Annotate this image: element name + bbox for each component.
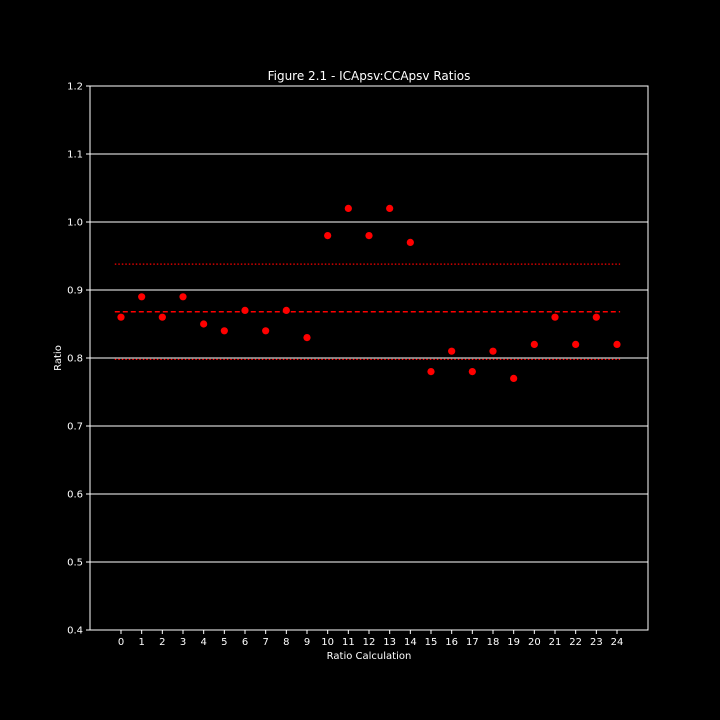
y-tick-label: 0.7 bbox=[67, 422, 83, 433]
x-tick-label: 8 bbox=[283, 637, 289, 648]
x-tick-label: 17 bbox=[466, 637, 479, 648]
chart-title: Figure 2.1 - ICApsv:CCApsv Ratios bbox=[268, 69, 471, 83]
data-point bbox=[220, 327, 228, 335]
data-point bbox=[179, 293, 187, 301]
data-point bbox=[200, 320, 208, 328]
data-point bbox=[303, 334, 311, 342]
x-tick-label: 19 bbox=[507, 637, 520, 648]
data-point bbox=[241, 306, 249, 314]
data-point bbox=[489, 347, 497, 355]
x-tick-label: 16 bbox=[445, 637, 458, 648]
x-tick-label: 6 bbox=[242, 637, 248, 648]
y-tick-label: 0.8 bbox=[67, 354, 83, 365]
y-tick-label: 1.0 bbox=[67, 218, 83, 229]
data-point bbox=[572, 340, 580, 348]
x-tick-label: 3 bbox=[180, 637, 186, 648]
y-tick-label: 0.4 bbox=[67, 626, 83, 637]
data-point bbox=[551, 313, 559, 321]
x-tick-label: 15 bbox=[425, 637, 438, 648]
data-point bbox=[282, 306, 290, 314]
x-tick-label: 10 bbox=[321, 637, 334, 648]
data-point bbox=[138, 293, 146, 301]
x-tick-label: 5 bbox=[221, 637, 227, 648]
data-point bbox=[324, 232, 332, 240]
reference-lines bbox=[114, 263, 621, 360]
data-point bbox=[448, 347, 456, 355]
y-axis-ticks: 0.4 0.5 0.6 0.7 0.8 0.9 1.0 1.1 1.2 bbox=[67, 82, 90, 637]
x-tick-label: 21 bbox=[549, 637, 562, 648]
x-tick-label: 24 bbox=[611, 637, 624, 648]
data-point bbox=[158, 313, 166, 321]
y-tick-label: 0.5 bbox=[67, 558, 83, 569]
x-tick-label: 12 bbox=[363, 637, 376, 648]
data-point bbox=[117, 313, 125, 321]
x-tick-label: 9 bbox=[304, 637, 310, 648]
data-point bbox=[262, 327, 270, 335]
x-axis-label: Ratio Calculation bbox=[327, 651, 412, 662]
y-axis-label: Ratio bbox=[53, 345, 64, 371]
y-tick-label: 1.2 bbox=[67, 82, 83, 93]
grid-lines bbox=[90, 85, 648, 631]
data-point bbox=[510, 374, 518, 382]
x-axis-ticks: 0 1 2 3 4 5 6 7 8 9 10 11 12 13 14 15 16 17 18 19 20 21 22 23 24 bbox=[118, 630, 624, 648]
x-tick-label: 14 bbox=[404, 637, 417, 648]
x-tick-label: 13 bbox=[383, 637, 396, 648]
data-point bbox=[613, 340, 621, 348]
x-tick-label: 0 bbox=[118, 637, 124, 648]
x-tick-label: 22 bbox=[569, 637, 582, 648]
data-points bbox=[117, 204, 621, 382]
data-point bbox=[365, 232, 373, 240]
y-tick-label: 1.1 bbox=[67, 150, 83, 161]
data-point bbox=[386, 204, 394, 212]
y-tick-label: 0.9 bbox=[67, 286, 83, 297]
x-tick-label: 7 bbox=[262, 637, 268, 648]
x-tick-label: 23 bbox=[590, 637, 603, 648]
x-tick-label: 2 bbox=[159, 637, 165, 648]
data-point bbox=[427, 368, 435, 376]
data-point bbox=[406, 238, 414, 246]
x-tick-label: 20 bbox=[528, 637, 541, 648]
data-point bbox=[592, 313, 600, 321]
x-tick-label: 11 bbox=[342, 637, 355, 648]
y-tick-label: 0.6 bbox=[67, 490, 83, 501]
x-tick-label: 1 bbox=[138, 637, 144, 648]
data-point bbox=[468, 368, 476, 376]
data-point bbox=[344, 204, 352, 212]
x-tick-label: 4 bbox=[200, 637, 206, 648]
data-point bbox=[530, 340, 538, 348]
x-tick-label: 18 bbox=[487, 637, 500, 648]
